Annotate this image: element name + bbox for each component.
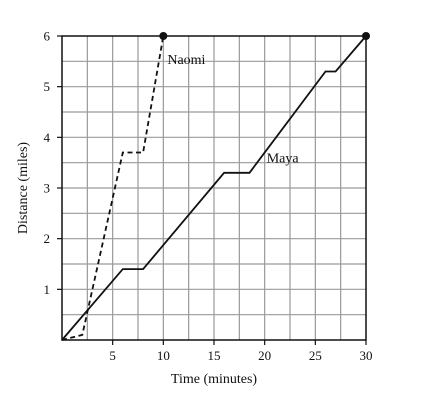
- series-label-maya: Maya: [267, 152, 300, 167]
- y-tick-label: 1: [44, 282, 51, 297]
- series-end-point-naomi: [159, 32, 168, 40]
- y-tick-label: 5: [44, 79, 51, 94]
- x-tick-label: 15: [208, 348, 221, 363]
- series-label-naomi: Naomi: [167, 53, 205, 68]
- x-tick-label: 10: [157, 348, 170, 363]
- x-tick-label: 5: [109, 348, 116, 363]
- x-tick-label: 30: [360, 348, 373, 363]
- y-tick-label: 6: [44, 29, 51, 44]
- series-maya: Maya: [61, 32, 370, 341]
- x-tick-label: 25: [309, 348, 322, 363]
- grid: [62, 36, 366, 340]
- y-tick-label: 4: [44, 130, 51, 145]
- x-axis-label: Time (minutes): [171, 372, 258, 387]
- series-line-maya: [61, 35, 367, 341]
- series-layer: Naomi Maya: [61, 32, 370, 341]
- series-end-point-maya: [362, 32, 370, 40]
- y-axis: 1 2 3 4 5 6: [44, 29, 62, 297]
- x-axis: 5 10 15 20 25 30: [109, 340, 373, 363]
- y-tick-label: 2: [44, 231, 51, 246]
- y-tick-label: 3: [44, 181, 51, 196]
- series-line-naomi: [61, 35, 165, 341]
- y-axis-label: Distance (miles): [16, 142, 31, 234]
- x-tick-label: 20: [258, 348, 271, 363]
- series-naomi: Naomi: [61, 32, 206, 341]
